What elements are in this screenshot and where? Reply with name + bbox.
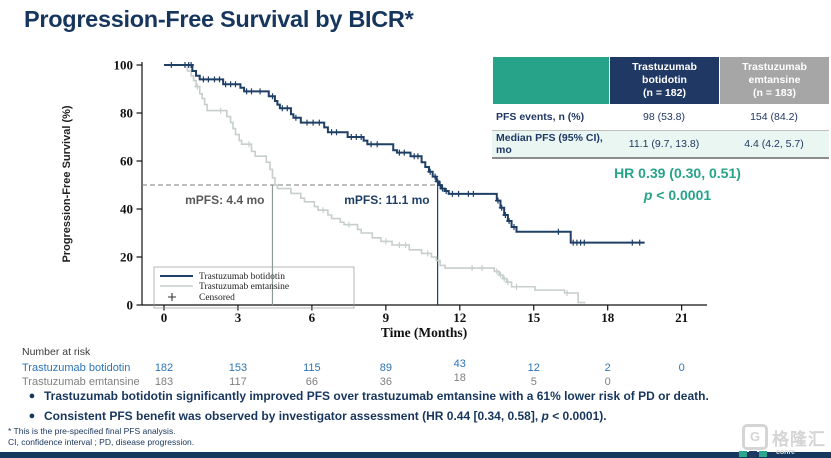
y-tick-label: 20 [120, 250, 133, 265]
bullet-text-post: < 0.0001). [548, 408, 607, 423]
hr-value: HR 0.39 (0.30, 0.51) [614, 165, 741, 181]
stats-table-header-botidotin: Trastuzumab botidotin (n = 182) [609, 57, 719, 104]
footnote-abbreviations: CI, confidence interval ; PD, disease pr… [8, 437, 195, 448]
stats-table-header-row: Trastuzumab botidotin (n = 182) Trastuzu… [492, 57, 829, 104]
p-threshold: < 0.0001 [652, 186, 712, 203]
summary-bullets: ● Trastuzumab botidotin significantly im… [20, 389, 820, 430]
y-axis-title: Progression-Free Survival (%) [61, 105, 73, 262]
watermark-text: 格隆汇 [772, 429, 826, 449]
x-tick-label: 21 [675, 310, 688, 325]
censored-plus-icon [168, 293, 176, 301]
x-tick-label: 3 [235, 310, 242, 325]
risk-count: 153 [229, 362, 247, 374]
risk-count: 115 [303, 362, 321, 374]
bullet-text-pre: Consistent PFS benefit was observed by i… [44, 408, 542, 423]
risk-row-label: Trastuzumab botidotin [22, 362, 130, 374]
x-tick-label: 9 [383, 310, 390, 325]
stats-table: Trastuzumab botidotin (n = 182) Trastuzu… [492, 57, 829, 159]
header-line: botidotin [642, 73, 687, 86]
watermark-color-squares [739, 451, 767, 457]
header-line: emtansine [748, 73, 801, 86]
bullet-text: Consistent PFS benefit was observed by i… [44, 408, 607, 424]
row-label: Median PFS (95% CI), mo [496, 132, 603, 156]
cell-value: 11.1 (9.7, 13.8) [628, 138, 700, 150]
table-row: PFS events, n (%) 98 (53.8) 154 (84.2) [492, 104, 829, 131]
square-icon [749, 451, 757, 457]
header-line: Trastuzumab [632, 60, 697, 73]
cell-value: 98 (53.8) [642, 111, 686, 123]
stats-table-header-emtansine: Trastuzumab emtansine (n = 183) [719, 57, 829, 104]
hazard-ratio-stats: HR 0.39 (0.30, 0.51) p < 0.0001 [560, 163, 795, 206]
list-item: ● Trastuzumab botidotin significantly im… [20, 389, 820, 404]
risk-count: 12 [528, 362, 540, 374]
risk-count: 0 [679, 362, 685, 374]
risk-count: 43 [454, 358, 466, 370]
header-line: Trastuzumab [742, 60, 807, 73]
watermark: G 格隆汇 [742, 424, 826, 450]
risk-table-title: Number at risk [22, 346, 91, 358]
bottom-bar [0, 452, 831, 458]
mpfs-label: mPFS: 11.1 mo [344, 193, 429, 207]
risk-count: 2 [605, 362, 611, 374]
gelonghui-logo-icon: G [742, 424, 768, 450]
header-line: (n = 182) [643, 87, 686, 100]
risk-count: 0 [605, 376, 611, 388]
risk-count: 182 [155, 362, 173, 374]
x-tick-label: 12 [453, 310, 466, 325]
risk-count: 18 [454, 372, 466, 384]
risk-count: 89 [380, 362, 392, 374]
stats-table-header-blank [492, 57, 609, 104]
list-item: ● Consistent PFS benefit was observed by… [20, 408, 820, 424]
table-row: Median PFS (95% CI), mo 11.1 (9.7, 13.8)… [492, 131, 829, 159]
header-line: (n = 183) [753, 87, 796, 100]
footnote-asterisk: * This is the pre-specified final PFS an… [8, 426, 176, 436]
bullet-icon: ● [28, 390, 36, 402]
risk-count: 5 [531, 376, 537, 388]
y-tick-label: 60 [120, 154, 133, 169]
y-tick-label: 100 [114, 58, 134, 73]
cell-value: 154 (84.2) [750, 111, 798, 123]
risk-count: 117 [229, 376, 247, 388]
footnotes: * This is the pre-specified final PFS an… [8, 426, 194, 448]
bullet-icon: ● [28, 409, 36, 422]
square-icon [759, 451, 767, 457]
risk-count: 183 [155, 376, 173, 388]
p-symbol: p [643, 186, 653, 203]
square-icon [739, 451, 747, 457]
risk-count: 66 [306, 376, 318, 388]
y-tick-label: 80 [120, 106, 133, 121]
x-tick-label: 18 [601, 310, 615, 325]
mpfs-label: mPFS: 4.4 mo [185, 193, 264, 207]
bullet-text: Trastuzumab botidotin significantly impr… [44, 389, 709, 403]
watermark-subtext: conre [776, 449, 796, 456]
x-tick-label: 0 [161, 310, 168, 325]
legend-label: Trastuzumab botidotin [199, 272, 285, 282]
risk-row-label: Trastuzumab emtansine [22, 376, 140, 388]
p-symbol: p [541, 408, 549, 423]
legend-label: Trastuzumab emtansine [199, 282, 289, 292]
median-reference-lines: mPFS: 4.4 mo mPFS: 11.1 mo [142, 184, 439, 305]
y-tick-label: 40 [120, 202, 133, 217]
p-value: p < 0.0001 [560, 185, 795, 207]
page-title: Progression-Free Survival by BICR* [24, 6, 414, 32]
legend-label: Censored [199, 293, 235, 303]
cell-value: 4.4 (4.2, 5.7) [744, 138, 804, 150]
x-tick-label: 15 [527, 310, 541, 325]
x-axis-title: Time (Months) [381, 325, 467, 340]
row-label: PFS events, n (%) [496, 111, 585, 123]
x-tick-label: 6 [309, 310, 316, 325]
risk-count: 36 [380, 376, 392, 388]
y-tick-label: 0 [127, 298, 134, 313]
